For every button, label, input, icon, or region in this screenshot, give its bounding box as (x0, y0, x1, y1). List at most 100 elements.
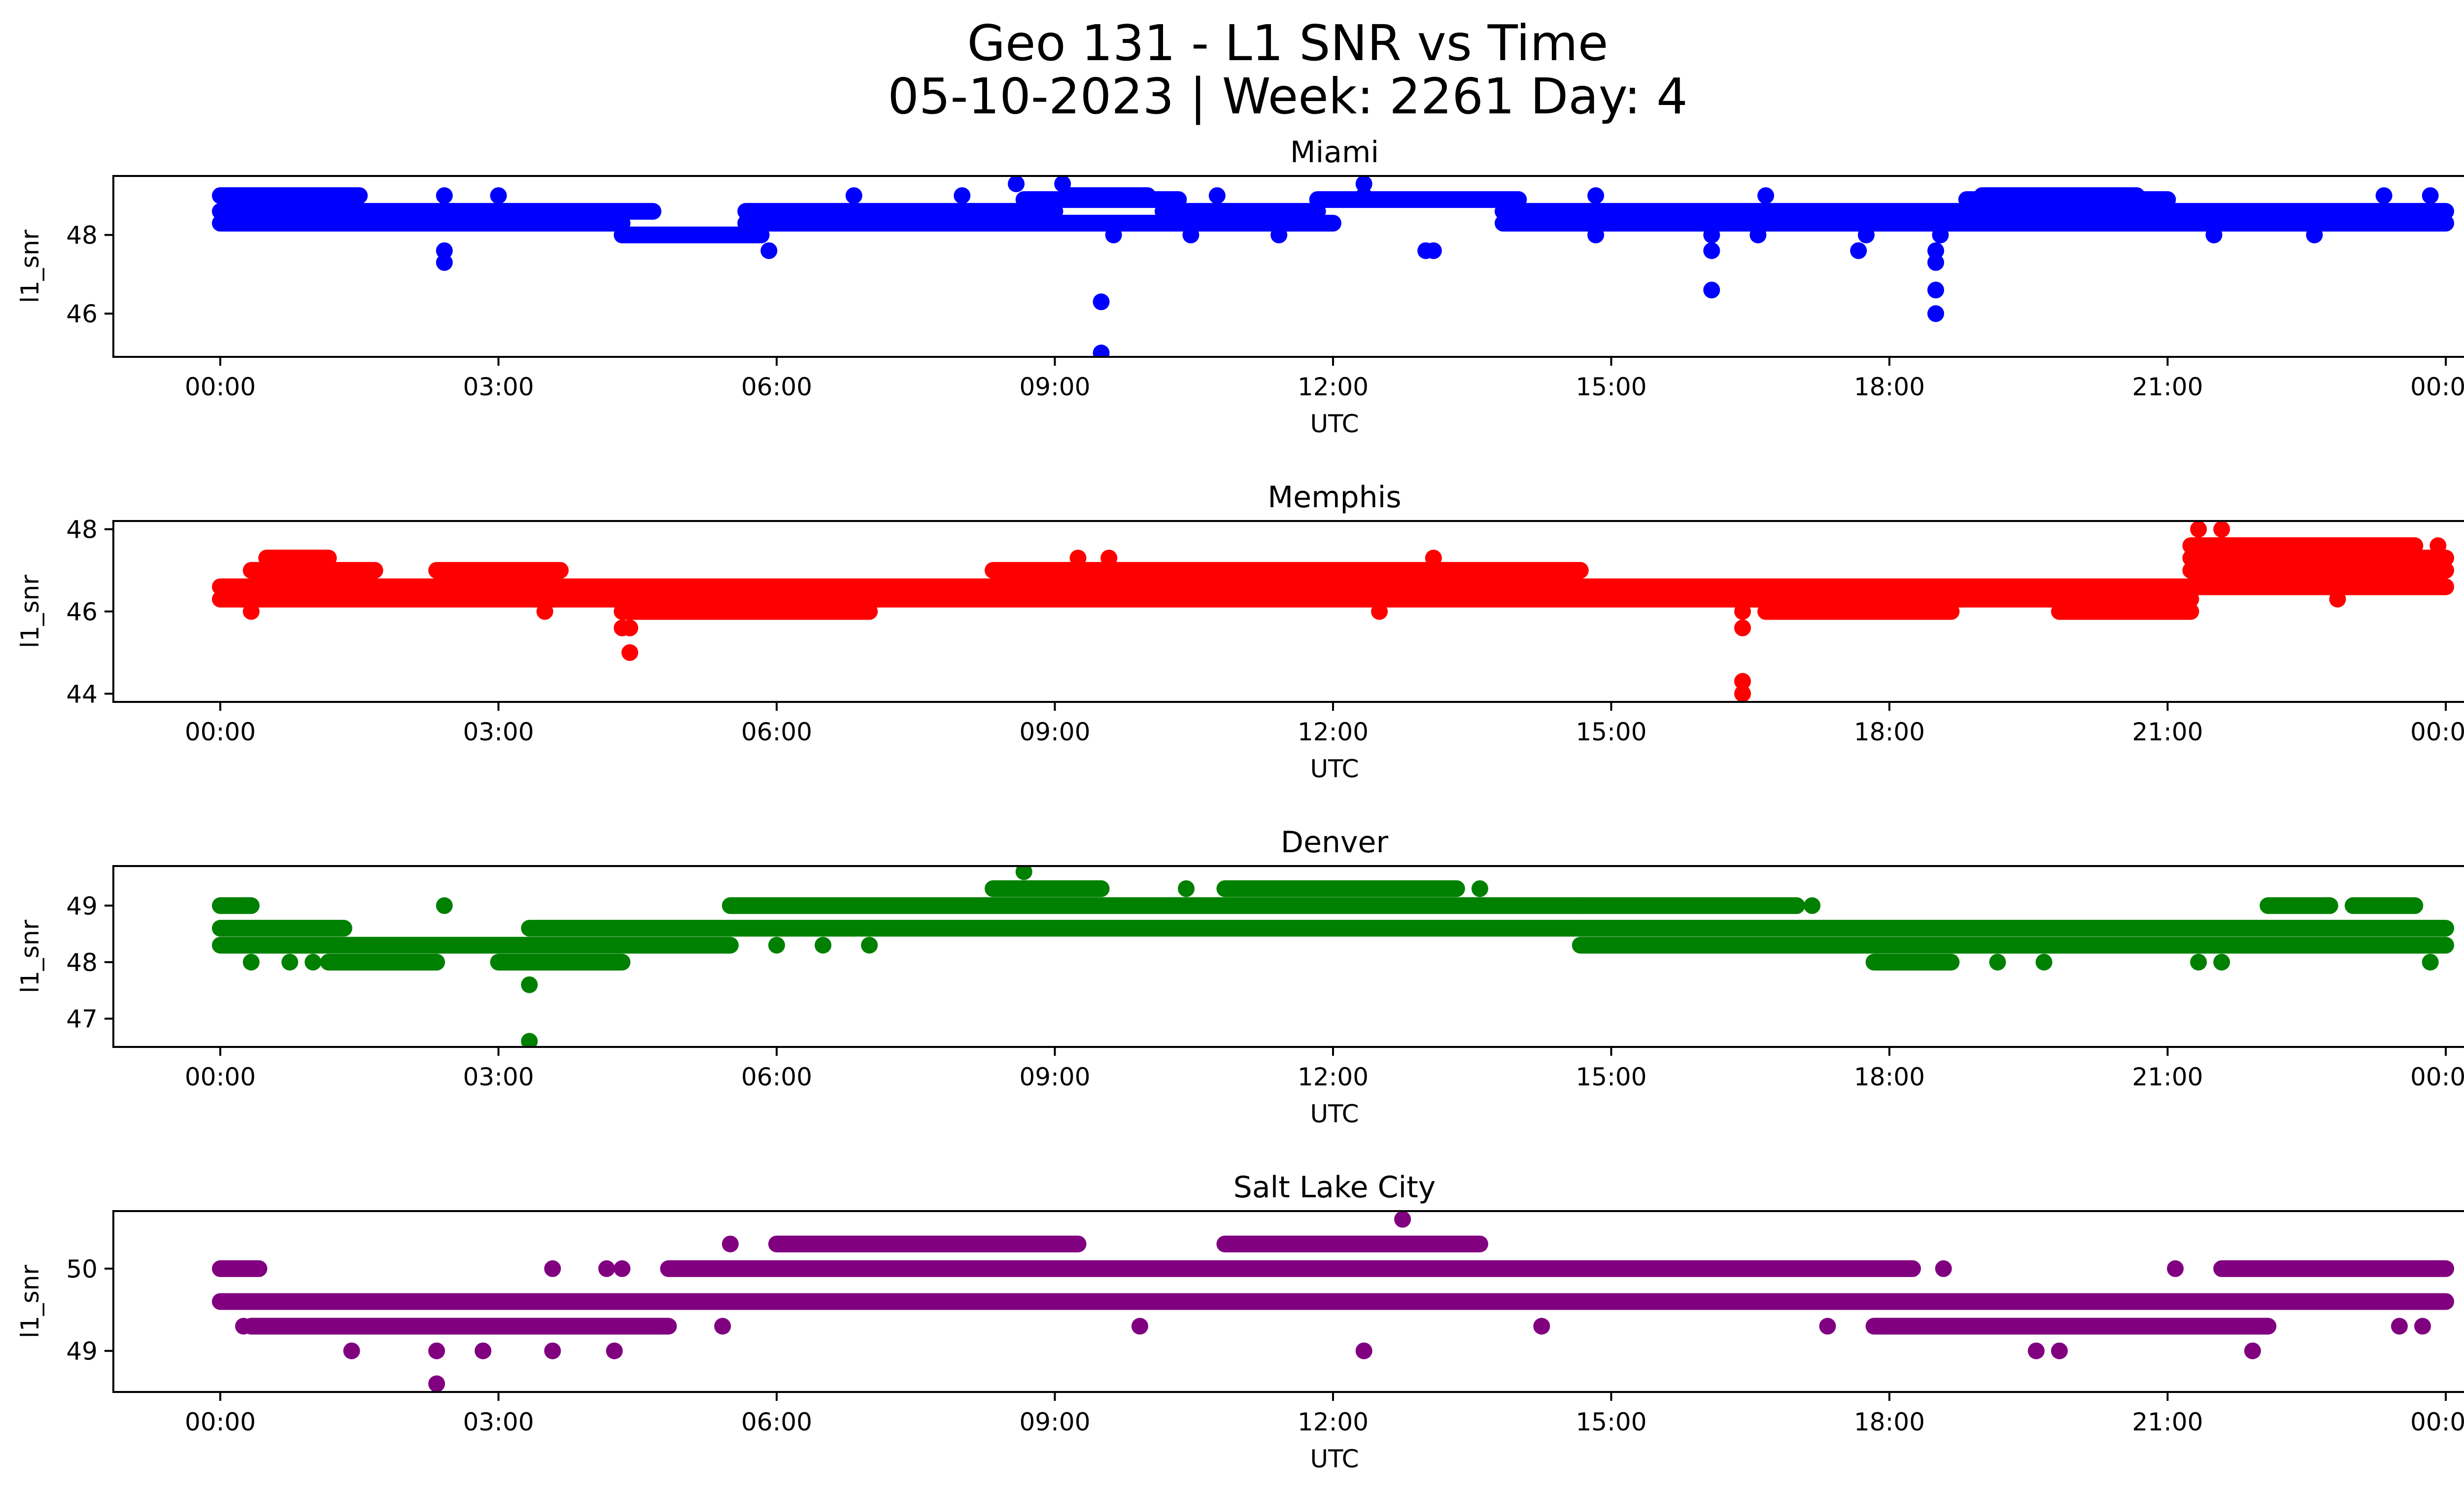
data-point (1355, 187, 1372, 204)
x-axis-label: UTC (1310, 410, 1359, 438)
data-point (2329, 591, 2346, 608)
data-point (815, 937, 832, 954)
figure-title-line-1: Geo 131 - L1 SNR vs Time (967, 14, 1608, 72)
data-point (1703, 281, 1720, 299)
data-point (614, 1260, 631, 1277)
data-point (1093, 345, 1110, 356)
data-point (428, 1342, 445, 1359)
x-tick-label: 06:00 (741, 718, 812, 746)
x-tick-label: 12:00 (1298, 1063, 1369, 1091)
data-point (436, 242, 453, 259)
data-point (428, 1375, 445, 1391)
x-tick-label: 12:00 (1298, 718, 1369, 746)
data-point (2375, 187, 2393, 204)
x-tick-label: 03:00 (463, 718, 534, 746)
data-point (305, 953, 322, 971)
data-point (768, 937, 785, 954)
x-tick-label: 18:00 (1854, 373, 1925, 401)
data-point (2213, 522, 2230, 538)
x-tick-label: 09:00 (1019, 718, 1090, 746)
data-point (1425, 242, 1442, 259)
x-tick-label: 00:00 (2410, 373, 2464, 401)
x-tick-label: 21:00 (2132, 1408, 2203, 1436)
data-point (343, 1342, 360, 1359)
data-point (2422, 187, 2439, 204)
data-point (1178, 880, 1195, 897)
x-tick-label: 18:00 (1854, 1063, 1925, 1091)
y-axis-label: l1_snr (16, 230, 44, 303)
data-point (1850, 242, 1867, 259)
y-tick-label: 48 (66, 516, 98, 544)
data-point (1932, 226, 1949, 243)
x-tick-label: 03:00 (463, 1408, 534, 1436)
y-tick-label: 49 (66, 1337, 98, 1366)
x-tick-label: 06:00 (741, 373, 812, 401)
x-tick-label: 09:00 (1019, 1408, 1090, 1436)
x-tick-label: 00:00 (185, 1408, 256, 1436)
subplot: Miami 00:00 03:00 06:00 09:00 12:00 15:00 18:00… (16, 135, 2464, 438)
x-tick-label: 15:00 (1575, 373, 1646, 401)
data-point (436, 897, 453, 914)
figure-title-line-2: 05-10-2023 | Week: 2261 Day: 4 (888, 68, 1688, 125)
data-point (1587, 187, 1605, 204)
x-tick-label: 21:00 (2132, 373, 2203, 401)
data-point (861, 937, 878, 954)
y-tick-label: 44 (66, 680, 98, 708)
data-point (1819, 1318, 1836, 1335)
subplot-title: Miami (1290, 135, 1379, 170)
data-point (1093, 293, 1110, 311)
x-tick-label: 21:00 (2132, 1063, 2203, 1091)
data-point (1587, 226, 1605, 243)
data-point (760, 242, 778, 259)
data-point (1927, 281, 1945, 299)
x-tick-label: 15:00 (1575, 1063, 1646, 1091)
data-point (1471, 880, 1488, 897)
x-tick-label: 12:00 (1298, 373, 1369, 401)
y-tick-label: 47 (66, 1005, 98, 1034)
data-series (212, 177, 2454, 356)
data-point (1425, 550, 1442, 567)
data-series (212, 867, 2454, 1046)
data-point (1749, 226, 1767, 243)
data-point (606, 1342, 623, 1359)
y-tick-label: 46 (66, 598, 98, 626)
y-tick-label: 50 (66, 1255, 98, 1284)
data-point (1131, 1318, 1148, 1335)
x-tick-label: 15:00 (1575, 718, 1646, 746)
subplot-title: Denver (1281, 825, 1389, 860)
data-point (1734, 603, 1751, 620)
data-point (242, 603, 260, 620)
data-point (475, 1342, 492, 1359)
data-point (1182, 226, 1199, 243)
data-point (2414, 1318, 2431, 1335)
subplot: Memphis 00:00 03:00 06:00 09:00 12:00 15:00 18:… (16, 480, 2464, 783)
data-point (1008, 177, 1025, 192)
x-axis-label: UTC (1310, 1445, 1359, 1473)
data-series (212, 1212, 2454, 1391)
subplot-title: Salt Lake City (1233, 1170, 1436, 1205)
x-tick-label: 00:00 (2410, 718, 2464, 746)
data-point (2027, 1342, 2045, 1359)
data-point (1270, 226, 1288, 243)
data-point (536, 603, 553, 620)
data-point (2422, 953, 2439, 971)
x-tick-label: 12:00 (1298, 1408, 1369, 1436)
data-point (845, 187, 862, 204)
data-point (598, 1260, 616, 1277)
data-point (1371, 603, 1388, 620)
data-point (621, 619, 639, 636)
y-axis-label: l1_snr (16, 1265, 44, 1338)
data-point (544, 1342, 561, 1359)
data-point (1757, 187, 1775, 204)
data-point (1015, 867, 1032, 880)
data-point (1804, 897, 1821, 914)
data-point (1927, 254, 1945, 271)
data-point (235, 1318, 252, 1335)
data-point (1927, 305, 1945, 322)
data-point (242, 953, 260, 971)
data-point (1734, 673, 1751, 690)
x-tick-label: 00:00 (2410, 1063, 2464, 1091)
data-point (1054, 177, 1071, 192)
